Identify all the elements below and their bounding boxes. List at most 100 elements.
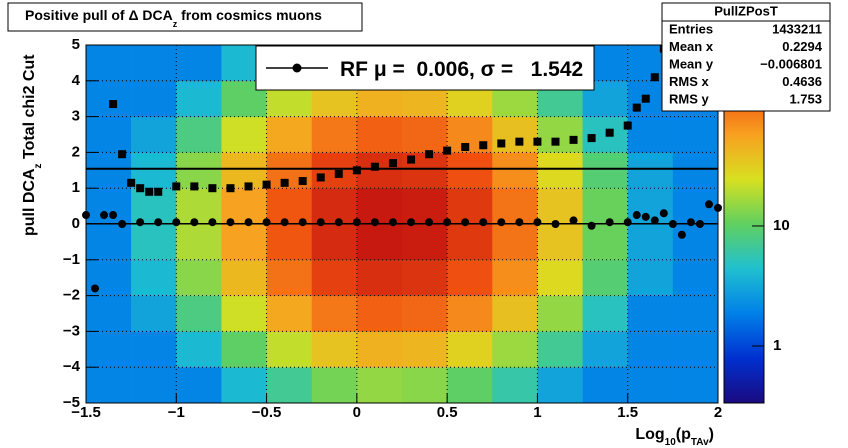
heat-cell xyxy=(221,152,267,189)
stats-name: Entries xyxy=(669,21,713,36)
heat-cell xyxy=(86,116,132,153)
legend-separator: , σ = xyxy=(469,58,531,81)
square-marker xyxy=(407,155,416,164)
legend-mu: 0.006 xyxy=(416,58,469,81)
square-marker xyxy=(425,150,434,159)
square-marker xyxy=(172,182,181,191)
heat-cell xyxy=(131,188,177,225)
heat-cell xyxy=(627,188,674,225)
square-marker xyxy=(334,169,343,178)
heat-cell xyxy=(672,367,719,404)
legend-prefix: RF μ = xyxy=(340,58,416,81)
heat-cell xyxy=(402,188,448,225)
heat-cell xyxy=(131,224,177,261)
circle-marker xyxy=(244,218,253,227)
heat-cell xyxy=(221,116,267,153)
circle-marker xyxy=(388,218,397,227)
z-tick-label: 10 xyxy=(773,217,790,234)
heat-cell xyxy=(131,116,177,153)
heat-cell xyxy=(447,152,493,189)
circle-marker xyxy=(695,220,704,228)
heat-cell xyxy=(356,224,403,261)
square-marker xyxy=(298,177,307,186)
circle-marker xyxy=(190,218,199,227)
title-sub: z xyxy=(173,19,178,29)
title-part: from cosmics muons xyxy=(177,7,322,23)
y-tick-label: 3 xyxy=(72,108,80,125)
x-label-part: ) xyxy=(709,426,714,443)
stats-name: Mean y xyxy=(669,56,714,71)
heat-cell xyxy=(537,295,583,332)
heat-cell xyxy=(176,152,222,189)
circle-marker xyxy=(352,218,361,227)
x-label-part: Log xyxy=(635,426,664,443)
heat-cell xyxy=(582,367,629,404)
heat-cell xyxy=(627,259,674,296)
heat-cell xyxy=(672,152,719,189)
square-marker xyxy=(190,182,199,191)
heat-cell xyxy=(311,116,358,153)
heat-cell xyxy=(537,331,583,368)
heat-cell xyxy=(672,295,719,332)
heat-cell xyxy=(582,259,629,296)
square-marker xyxy=(244,182,253,191)
heat-cell xyxy=(672,259,719,296)
circle-marker xyxy=(109,211,118,220)
heat-cell xyxy=(627,152,674,189)
circle-marker xyxy=(370,218,379,227)
circle-marker xyxy=(280,218,289,227)
circle-marker xyxy=(686,218,695,227)
circle-marker xyxy=(136,218,145,227)
stats-value: −0.006801 xyxy=(760,56,822,71)
stats-value: 0.2294 xyxy=(782,39,823,54)
y-tick-label: −4 xyxy=(63,358,81,375)
circle-marker xyxy=(298,218,307,227)
heat-cell xyxy=(402,367,448,404)
heat-cell xyxy=(131,295,177,332)
heat-cell xyxy=(627,331,674,368)
heat-cell xyxy=(356,259,403,296)
x-axis-label: Log10(pTAv) xyxy=(635,426,714,447)
heat-cell xyxy=(402,295,448,332)
heat-cell xyxy=(266,188,313,225)
heat-cell xyxy=(221,259,267,296)
square-marker xyxy=(443,146,452,155)
square-marker xyxy=(154,187,163,196)
x-tick-label: −0.5 xyxy=(252,404,282,421)
x-tick-label: 1 xyxy=(533,404,541,421)
overlays xyxy=(82,44,722,293)
axes: −1.5 −1 −0.5 0 0.5 1 1.5 2 −5 −4 −3 −2 −1 0 1 2 3 4 5 xyxy=(63,36,722,421)
heat-cell xyxy=(176,45,222,82)
square-marker xyxy=(461,143,470,152)
circle-marker xyxy=(262,218,271,227)
legend-marker xyxy=(292,63,302,73)
heat-cell xyxy=(402,259,448,296)
heat-cell xyxy=(447,367,493,404)
x-tick-label: 2 xyxy=(714,404,722,421)
heat-cell xyxy=(582,224,629,261)
square-marker xyxy=(262,180,271,189)
legend-text: RF μ = 0.006, σ = 1.542 xyxy=(340,58,583,81)
heat-cell xyxy=(672,116,719,153)
heat-cell xyxy=(447,295,493,332)
square-marker xyxy=(497,139,506,148)
heat-cell xyxy=(266,116,313,153)
stats-name: RMS y xyxy=(669,91,710,106)
square-marker xyxy=(109,100,118,109)
square-marker xyxy=(370,162,379,171)
heat-cell xyxy=(86,331,132,368)
stats-value: 1.753 xyxy=(789,91,822,106)
heat-cell xyxy=(311,188,358,225)
square-marker xyxy=(208,184,217,193)
y-tick-label: −1 xyxy=(63,251,80,268)
heat-cell xyxy=(627,295,674,332)
heat-cell xyxy=(86,80,132,117)
circle-marker xyxy=(316,218,325,227)
x-tick-label: 0 xyxy=(353,404,361,421)
y-axis-label: pull DCAz Total chi2 Cut xyxy=(21,54,43,236)
stats-title: PullZPosT xyxy=(714,3,778,18)
heat-cell xyxy=(582,152,629,189)
heat-cell xyxy=(447,188,493,225)
stats-box: PullZPosT Entries 1433211 Mean x 0.2294 Mean… xyxy=(661,2,831,112)
